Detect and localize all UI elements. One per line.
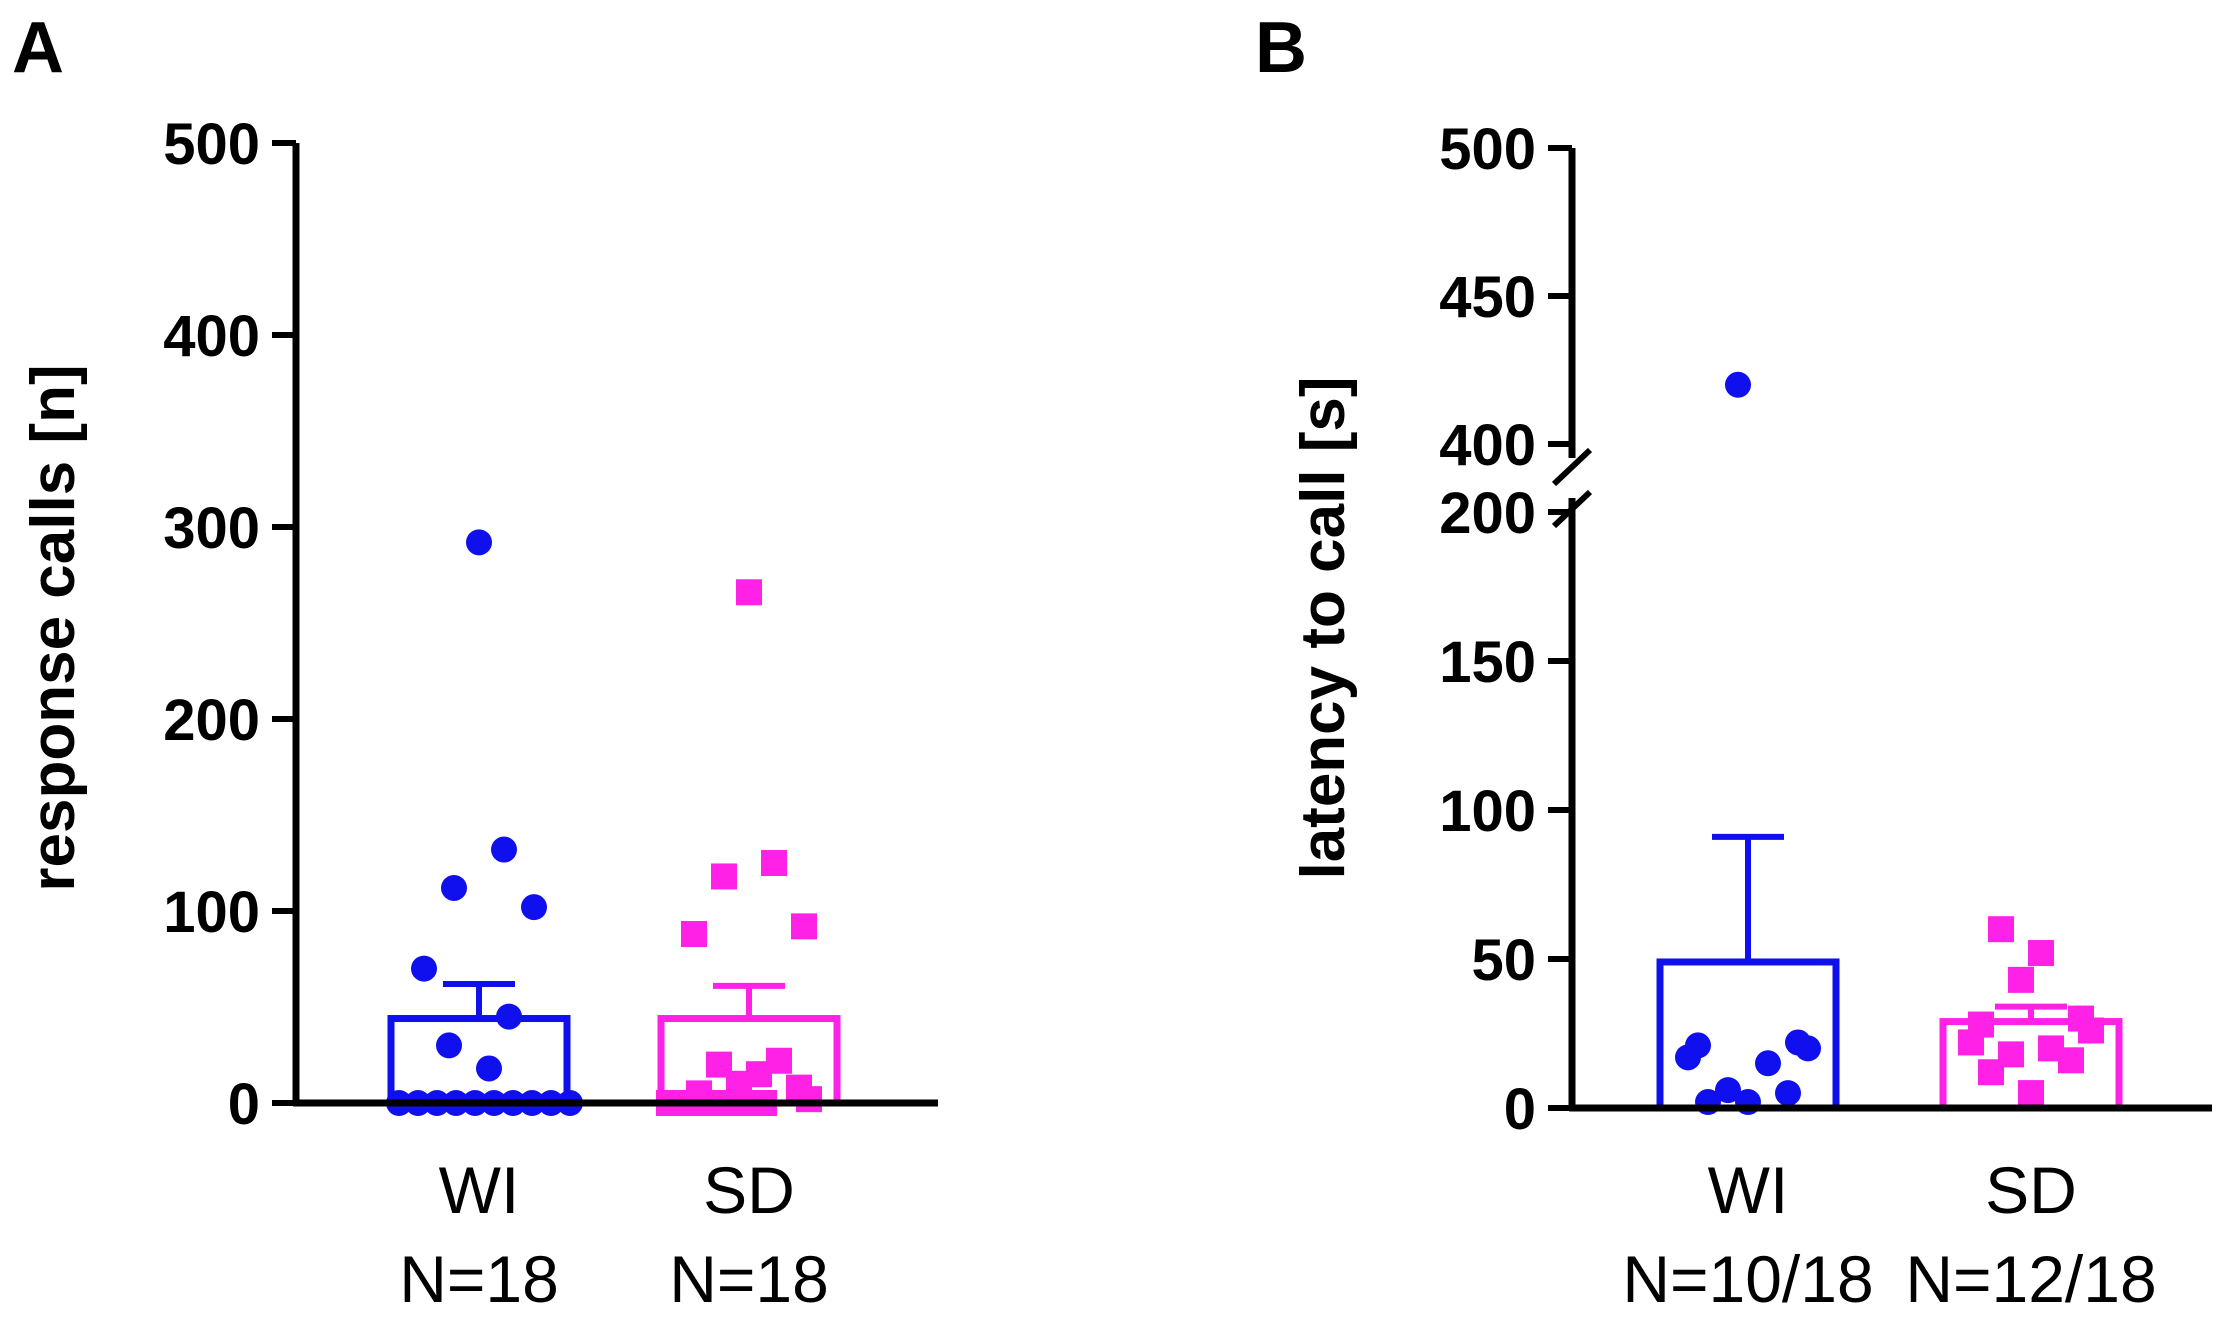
data-point-sd xyxy=(761,850,787,876)
panel-a-bars xyxy=(387,980,841,1107)
y-tick-label: 500 xyxy=(1439,117,1536,182)
panel-b-axes xyxy=(1551,148,2212,1112)
bar-wi xyxy=(1656,958,1840,1112)
panel-b-category-wi: WI xyxy=(1708,1153,1789,1227)
axis-break-mark xyxy=(1551,447,1593,487)
data-point-sd xyxy=(711,863,737,890)
data-point-wi xyxy=(1755,1050,1781,1077)
data-point-wi xyxy=(1725,371,1751,398)
axis-break-mark xyxy=(1551,489,1593,529)
panel-b-category-sd: SD xyxy=(1985,1153,2077,1227)
y-tick-label: 450 xyxy=(1439,265,1536,330)
y-tick-label: 200 xyxy=(163,688,260,753)
data-point-sd xyxy=(1988,916,2014,943)
panel-a-y-axis-title: response calls [n] xyxy=(19,364,88,891)
panel-a-sublabel-wi: N=18 xyxy=(399,1242,559,1316)
y-tick-label: 200 xyxy=(1439,481,1536,546)
y-tick-label: 50 xyxy=(1471,928,1536,993)
data-point-wi xyxy=(1685,1032,1711,1059)
y-tick-label: 0 xyxy=(1504,1077,1536,1142)
data-point-wi xyxy=(491,836,517,863)
panel-b-sublabel-wi: N=10/18 xyxy=(1622,1242,1873,1316)
data-point-sd xyxy=(2028,940,2054,967)
panel-a-points xyxy=(386,529,822,1116)
data-point-wi xyxy=(1785,1029,1811,1056)
data-point-wi xyxy=(1715,1077,1741,1104)
data-point-sd xyxy=(706,1051,732,1078)
data-point-sd xyxy=(1968,1011,1994,1038)
data-point-sd xyxy=(2018,1080,2044,1107)
data-point-sd xyxy=(766,1047,792,1074)
panel-b-sublabel-sd: N=12/18 xyxy=(1905,1242,2156,1316)
y-tick-label: 300 xyxy=(163,496,260,561)
panel-a-category-sd: SD xyxy=(703,1153,795,1227)
data-point-sd xyxy=(736,579,762,606)
data-point-wi xyxy=(466,529,492,556)
data-point-wi xyxy=(1775,1080,1801,1107)
panel-a: A response calls [n] 0 100 200 300 400 500 WI… xyxy=(12,8,938,1316)
data-point-sd xyxy=(2038,1035,2064,1062)
panel-b-label: B xyxy=(1255,8,1307,88)
panel-b-bars xyxy=(1656,833,2123,1112)
data-point-sd xyxy=(2068,1005,2094,1032)
y-tick-label: 150 xyxy=(1439,630,1536,695)
data-point-wi xyxy=(521,894,547,921)
panel-a-sublabel-sd: N=18 xyxy=(669,1242,829,1316)
panel-b-y-axis-title: latency to call [s] xyxy=(1289,376,1358,879)
data-point-sd xyxy=(2008,966,2034,993)
panel-b-points xyxy=(1675,371,2104,1116)
data-point-sd xyxy=(1998,1041,2024,1068)
data-point-wi xyxy=(476,1055,502,1082)
data-point-wi xyxy=(441,874,467,901)
panel-a-category-wi: WI xyxy=(439,1153,520,1227)
y-tick-label: 0 xyxy=(228,1072,260,1137)
y-tick-label: 100 xyxy=(1439,779,1536,844)
data-point-wi xyxy=(436,1032,462,1059)
data-point-wi xyxy=(496,1003,522,1030)
y-tick-label: 500 xyxy=(163,112,260,177)
panel-a-label: A xyxy=(12,8,64,88)
y-tick-label: 400 xyxy=(1439,413,1536,478)
data-point-sd xyxy=(786,1074,812,1101)
data-point-sd xyxy=(681,921,707,948)
panel-a-axes xyxy=(292,143,938,1107)
panel-a-y-ticks: 0 100 200 300 400 500 xyxy=(163,112,296,1137)
data-point-sd xyxy=(791,913,817,940)
y-tick-label: 400 xyxy=(163,304,260,369)
y-tick-label: 100 xyxy=(163,880,260,945)
data-point-wi xyxy=(411,955,437,982)
